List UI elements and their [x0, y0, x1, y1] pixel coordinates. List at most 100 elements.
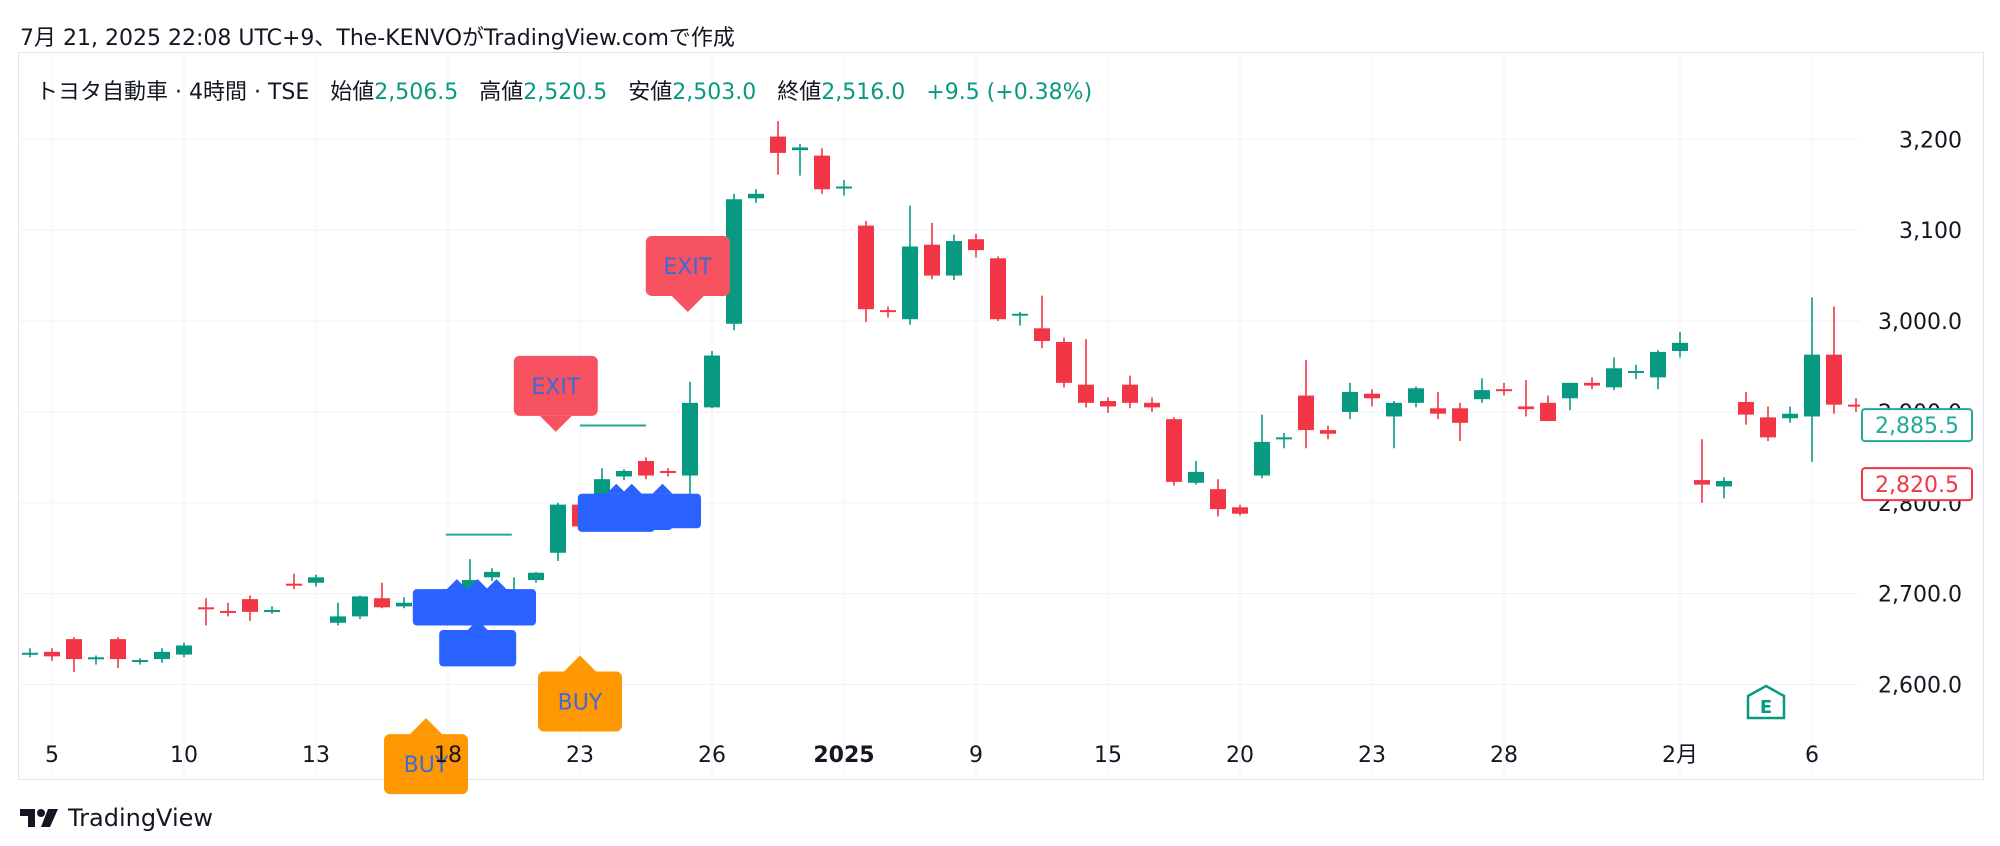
buy-marker: BUY [538, 655, 622, 732]
marker-body [538, 671, 622, 732]
price-tag: 2,885.5 [1861, 408, 1973, 443]
candle [902, 205, 918, 325]
candle-body [1694, 480, 1710, 485]
candle-body [902, 246, 918, 320]
x-tick-label: 10 [170, 743, 198, 768]
signal-box-pointer [652, 483, 673, 494]
signal-box-body [456, 589, 536, 626]
candle [1738, 391, 1754, 425]
marker-label: BUY [404, 753, 449, 778]
candle [946, 234, 962, 281]
candle [198, 598, 214, 626]
candle [1430, 391, 1446, 420]
candle [1254, 414, 1270, 479]
legend-open-label: 始値 [330, 80, 375, 105]
candle [1408, 386, 1424, 408]
candle-body [286, 583, 302, 586]
signal-box-pointer [446, 579, 467, 590]
candle [66, 637, 82, 672]
x-tick-label: 2025 [813, 743, 874, 768]
candle-body [792, 147, 808, 151]
signal-box-pointer [486, 579, 507, 590]
earnings-e-icon[interactable]: E [1746, 684, 1786, 720]
legend-low-label: 安値 [628, 80, 673, 105]
candle [1518, 380, 1534, 417]
candle-body [1826, 354, 1842, 405]
candle [1188, 460, 1204, 485]
candle-body [132, 660, 148, 663]
candle-body [858, 225, 874, 310]
signal-box-pointer [606, 483, 627, 494]
candle-body [1782, 413, 1798, 419]
marker-body [645, 235, 730, 296]
candle-body [1034, 328, 1050, 342]
signal-box-body [439, 630, 517, 667]
tradingview-brand[interactable]: TradingView [20, 804, 213, 832]
candle-body [176, 645, 192, 655]
candle-body [990, 258, 1006, 320]
marker-label: EXIT [663, 255, 712, 280]
candle [748, 189, 764, 203]
candle [176, 642, 192, 658]
candle-body [1320, 430, 1336, 434]
candle-body [1254, 441, 1270, 476]
signal-box [624, 483, 701, 529]
candle [1298, 360, 1314, 449]
x-tick-label: 5 [45, 743, 59, 768]
candle [858, 221, 874, 322]
candle [704, 351, 720, 409]
candle [1474, 378, 1490, 403]
candle [1386, 401, 1402, 449]
y-tick-label: 3,100 [1899, 219, 1962, 244]
legend-change-value: +9.5 (+0.38%) [926, 80, 1093, 105]
candle [264, 606, 280, 614]
candle [330, 602, 346, 626]
candle [132, 658, 148, 665]
brand-name: TradingView [68, 804, 214, 832]
candle-body [1144, 402, 1160, 408]
x-tick-label: 23 [566, 743, 594, 768]
candle [1166, 417, 1182, 486]
candle-body [748, 193, 764, 199]
candle-body [154, 651, 170, 660]
marker-pointer [671, 295, 704, 312]
candle [1584, 377, 1600, 390]
legend-low-value: 2,503.0 [672, 80, 757, 105]
candle [88, 655, 104, 665]
candle [1100, 397, 1116, 413]
candle-body [330, 616, 346, 623]
candle-body [1628, 371, 1644, 374]
x-tick-label: 15 [1094, 743, 1122, 768]
candle [770, 121, 786, 175]
candle-body [352, 596, 368, 617]
earnings-badge-shape [1746, 684, 1786, 720]
candle [220, 602, 236, 617]
candle [1452, 402, 1468, 441]
candle-body [814, 155, 830, 190]
candle-body [374, 598, 390, 608]
candle-body [1562, 382, 1578, 399]
candle [1276, 432, 1292, 449]
candle-body [1012, 313, 1028, 316]
x-tick-label: 13 [302, 743, 330, 768]
price-tag-label: 2,820.5 [1875, 473, 1959, 498]
candle-body [1430, 408, 1446, 414]
exit-marker: EXIT [513, 355, 598, 432]
candle [1804, 297, 1820, 462]
y-tick-label: 3,200 [1899, 128, 1962, 153]
candle-body [726, 199, 742, 324]
signal-box-pointer [621, 483, 642, 494]
candle [1496, 382, 1512, 396]
candle [352, 595, 368, 620]
candle-body [1210, 489, 1226, 510]
candle [1320, 425, 1336, 440]
candle [1144, 397, 1160, 412]
x-tick-label: 20 [1226, 743, 1254, 768]
candle-body [396, 602, 412, 607]
candle [924, 222, 940, 280]
candle [880, 306, 896, 318]
chart-frame [18, 52, 1984, 780]
candle-body [528, 572, 544, 581]
candle-body [484, 571, 500, 578]
